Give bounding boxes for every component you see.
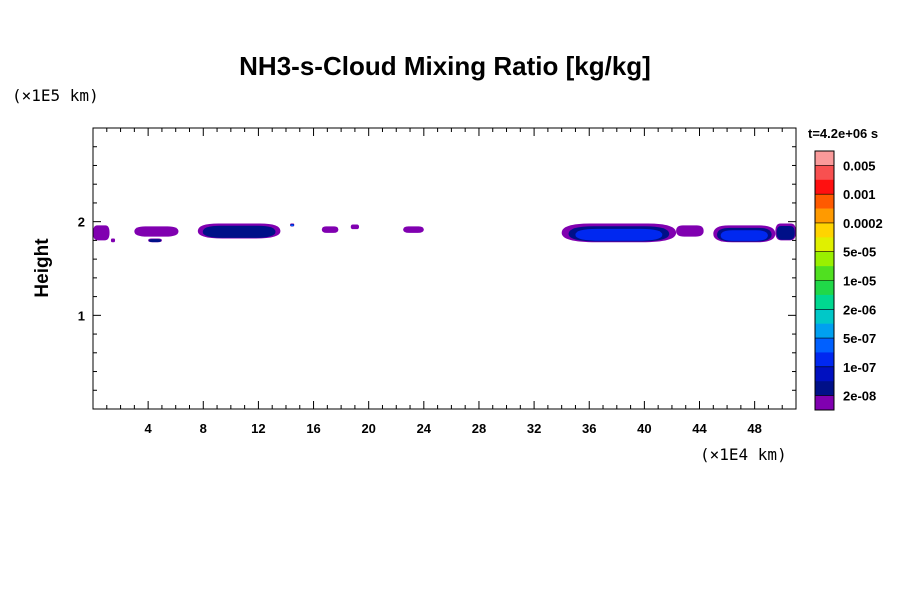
cloud-patch [93,225,110,241]
colorbar-swatch [815,309,834,324]
colorbar-label: 0.0002 [843,216,883,231]
colorbar: 0.005 0.001 0.0002 5e-05 1e-05 2e-06 5e-07 1e-0… [814,150,883,411]
colorbar-swatch [815,151,834,166]
y-axis-label: Height [32,238,53,298]
x-tick-label: 48 [747,421,761,436]
cloud-patch [403,226,424,233]
colorbar-label: 0.001 [843,187,876,202]
cloud-patch [290,223,295,227]
x-tick-label: 28 [472,421,486,436]
colorbar-swatch [815,366,834,382]
colorbar-label: 2e-08 [843,389,876,404]
cloud-contour [776,225,795,240]
colorbar-swatch [815,352,834,368]
colorbar-label: 5e-05 [843,245,876,260]
x-tick-label: 4 [145,421,153,436]
y-scale-label: (×1E5 km) [12,86,99,105]
x-tick-label: 40 [637,421,651,436]
colorbar-swatch [815,194,834,209]
x-tick-label: 12 [251,421,265,436]
x-tick-label: 24 [417,421,432,436]
colorbar-swatch [815,338,834,353]
colorbar-swatch [815,237,834,253]
colorbar-swatch [815,323,834,339]
colorbar-label: 0.005 [843,158,876,173]
cloud-contour [134,226,179,237]
cloud-patch [775,223,796,241]
colorbar-swatch [815,208,834,224]
colorbar-swatch [815,222,834,238]
colorbar-swatch [815,395,834,411]
x-tick-label: 20 [361,421,375,436]
cloud-patch [134,226,179,237]
x-tick-label: 36 [582,421,596,436]
colorbar-label: 1e-05 [843,274,876,289]
cloud-contour [403,226,424,233]
chart-title: NH3-s-Cloud Mixing Ratio [kg/kg] [239,51,651,81]
colorbar-label: 1e-07 [843,360,876,375]
x-tick-label: 44 [692,421,707,436]
cloud-patch [713,225,776,243]
cloud-patch [148,238,162,243]
cloud-contour [720,230,768,241]
x-tick-label: 16 [306,421,320,436]
cloud-contour [676,225,704,237]
cloud-patch [110,238,116,243]
x-tick-label: 32 [527,421,541,436]
colorbar-label: 2e-06 [843,302,876,317]
colorbar-swatch [815,165,834,181]
colorbar-swatch [815,179,834,195]
cloud-patch [350,224,360,230]
cloud-patch [321,226,339,233]
colorbar-swatch [815,251,834,267]
cloud-contour [93,225,110,241]
colorbar-swatch [815,280,834,296]
cloud-contour [290,224,294,227]
cloud-contour [350,224,360,230]
cloud-contour [321,226,339,233]
cloud-contour [110,238,116,243]
time-label: t=4.2e+06 s [808,126,878,141]
y-tick-label: 1 [78,308,85,323]
plot-frame [92,127,797,410]
y-tick-label: 2 [78,215,85,230]
cloud-patch [561,223,677,243]
x-tick-label: 8 [200,421,207,436]
colorbar-label: 5e-07 [843,331,876,346]
cloud-contour [575,228,663,241]
colorbar-swatch [815,266,834,281]
cloud-contour [202,225,276,238]
cloud-field [93,223,796,243]
cloud-contour [148,239,162,243]
x-scale-label: (×1E4 km) [700,445,787,464]
colorbar-swatch [815,294,834,310]
cloud-patch [197,223,281,239]
colorbar-swatch [815,381,834,396]
cloud-patch [676,225,704,237]
